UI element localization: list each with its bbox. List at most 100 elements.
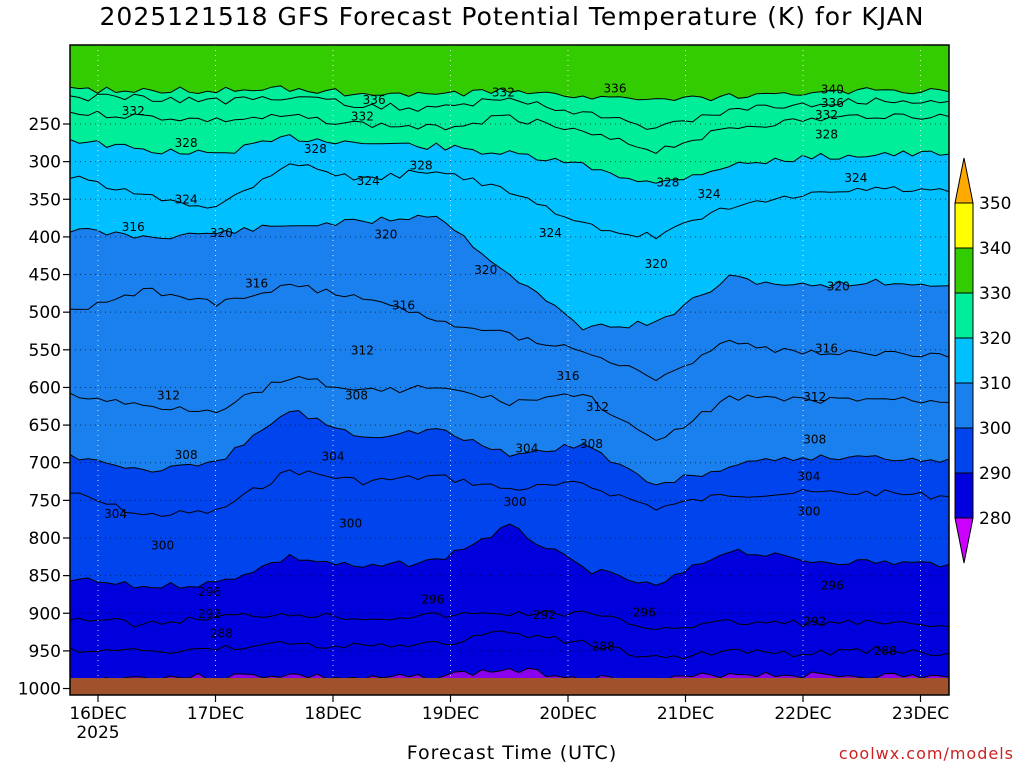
theta-fill-bands xyxy=(70,45,949,695)
contour-label: 308 xyxy=(803,432,826,446)
contour-label: 308 xyxy=(175,448,198,462)
x-tick-label: 22DEC xyxy=(774,704,831,724)
grid-lines xyxy=(70,45,949,695)
y-tick-label: 250 xyxy=(29,115,61,135)
colorbar-extend-top xyxy=(954,157,974,204)
contour-label: 292 xyxy=(533,608,556,622)
theta-band xyxy=(70,284,949,441)
y-tick-label: 700 xyxy=(29,454,61,474)
contour-label: 336 xyxy=(604,82,627,96)
y-tick-label: 350 xyxy=(29,190,61,210)
colorbar-label: 340 xyxy=(979,239,1011,259)
contour-label: 332 xyxy=(815,108,838,122)
contour-label: 332 xyxy=(351,109,374,123)
y-tick-label: 600 xyxy=(29,378,61,398)
y-tick-label: 500 xyxy=(29,303,61,323)
y-tick-label: 400 xyxy=(29,228,61,248)
y-tick-label: 550 xyxy=(29,341,61,361)
contour-label: 300 xyxy=(339,517,362,531)
isentrope-324 xyxy=(70,163,949,240)
contour-label: 328 xyxy=(304,142,327,156)
contour-label: 320 xyxy=(827,280,850,294)
y-tick-label: 750 xyxy=(29,491,61,511)
contour-label: 300 xyxy=(797,505,820,519)
y-tick-label: 900 xyxy=(29,604,61,624)
contour-label: 296 xyxy=(633,606,656,620)
chart-title: 2025121518 GFS Forecast Potential Temper… xyxy=(99,2,925,31)
contour-label: 304 xyxy=(515,441,538,455)
contour-label: 292 xyxy=(198,607,221,621)
isentrope-296 xyxy=(70,609,949,631)
contour-label: 340 xyxy=(821,82,844,96)
contour-label: 324 xyxy=(175,192,198,206)
colorbar-swatch xyxy=(954,382,974,429)
contour-label: 316 xyxy=(122,220,145,234)
contour-label: 308 xyxy=(580,437,603,451)
theta-band xyxy=(70,610,949,659)
contour-label: 308 xyxy=(345,389,368,403)
contour-label: 304 xyxy=(104,507,127,521)
theta-band xyxy=(70,469,949,589)
y-tick-label: 950 xyxy=(29,642,61,662)
contour-label: 304 xyxy=(322,450,345,464)
theta-band xyxy=(70,163,949,330)
x-tick-label: 16DEC xyxy=(69,704,126,724)
isentrope-308 xyxy=(70,410,949,486)
contour-label: 288 xyxy=(874,644,897,658)
contour-label: 312 xyxy=(586,400,609,414)
x-tick-label: 18DEC xyxy=(304,704,361,724)
x-tick-sublabel: 2025 xyxy=(76,723,119,743)
contour-label: 320 xyxy=(374,228,397,242)
isentrope-lines xyxy=(70,85,949,685)
theta-band xyxy=(70,85,949,130)
x-tick-label: 19DEC xyxy=(422,704,479,724)
theta-band xyxy=(70,94,949,154)
y-tick-label: 300 xyxy=(29,153,61,173)
contour-label: 312 xyxy=(803,390,826,404)
contour-label: 312 xyxy=(157,389,180,403)
isentrope-320 xyxy=(70,214,949,331)
y-tick-label: 650 xyxy=(29,416,61,436)
credit-text: coolwx.com/models xyxy=(838,744,1014,763)
colorbar: 350 340 330 320 310 300 290 280 xyxy=(954,157,1011,564)
colorbar-swatch xyxy=(954,427,974,474)
contour-label: 316 xyxy=(815,341,838,355)
contour-label: 332 xyxy=(122,104,145,118)
theta-band xyxy=(70,630,949,684)
contour-label: 328 xyxy=(410,158,433,172)
x-tick-label: 20DEC xyxy=(539,704,596,724)
contour-label: 316 xyxy=(557,369,580,383)
contour-label: 328 xyxy=(815,128,838,142)
x-tick-label: 17DEC xyxy=(187,704,244,724)
contour-label: 332 xyxy=(492,85,515,99)
theta-band xyxy=(70,215,949,381)
contour-label: 288 xyxy=(592,639,615,653)
y-tick-label: 1000 xyxy=(18,680,61,700)
contour-label: 320 xyxy=(474,263,497,277)
contour-label: 320 xyxy=(645,257,668,271)
theta-band xyxy=(70,410,949,517)
contour-label: 296 xyxy=(821,578,844,592)
contour-label: 300 xyxy=(151,539,174,553)
y-tick-label: 450 xyxy=(29,266,61,286)
isentrope-316 xyxy=(70,283,949,382)
colorbar-swatch xyxy=(954,472,974,519)
isentrope-332 xyxy=(70,110,949,154)
colorbar-extend-bottom xyxy=(954,517,974,564)
contour-label: 320 xyxy=(210,226,233,240)
contour-label: 324 xyxy=(539,226,562,240)
y-tick-label: 800 xyxy=(29,529,61,549)
contour-label: 292 xyxy=(803,615,826,629)
theta-band xyxy=(70,376,949,485)
colorbar-label: 280 xyxy=(979,509,1011,529)
isentrope-336 xyxy=(70,93,949,130)
contour-label: 328 xyxy=(656,176,679,190)
contour-label: 296 xyxy=(198,585,221,599)
x-axis-title: Forecast Time (UTC) xyxy=(406,742,618,764)
contour-label: 300 xyxy=(504,495,527,509)
colorbar-label: 320 xyxy=(979,329,1011,349)
colorbar-swatch xyxy=(954,202,974,249)
contour-label: 316 xyxy=(392,298,415,312)
